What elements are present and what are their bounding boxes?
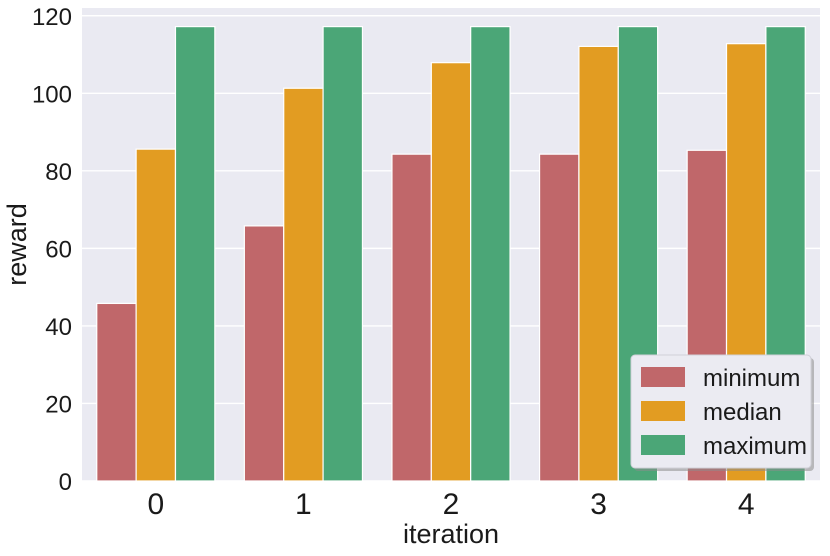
x-tick-label: 4 (738, 488, 755, 521)
bar-maximum-0 (174, 26, 216, 482)
x-axis-label: iteration (403, 519, 499, 549)
x-tick-label: 0 (147, 488, 164, 521)
y-axis-label: reward (2, 203, 32, 286)
y-tick-labels: 0 20 40 60 80 100 120 (32, 4, 72, 496)
bar-median-2 (430, 62, 472, 482)
x-tick-label: 3 (590, 488, 607, 521)
legend: minimum median maximum (630, 354, 814, 471)
legend-swatch-minimum (641, 367, 685, 387)
y-tick-label: 40 (45, 314, 72, 341)
legend-label-maximum: maximum (703, 433, 807, 460)
bars-group (96, 26, 806, 482)
bar-minimum-3 (538, 153, 580, 482)
legend-swatch-maximum (641, 435, 685, 455)
legend-label-median: median (703, 399, 782, 426)
bar-minimum-1 (243, 225, 285, 482)
bar-maximum-1 (322, 26, 364, 482)
bar-minimum-2 (391, 153, 432, 482)
legend-label-minimum: minimum (703, 365, 800, 392)
y-tick-label: 20 (45, 391, 72, 418)
x-tick-labels: 0 1 2 3 4 (147, 488, 754, 521)
bar-median-1 (283, 87, 324, 482)
y-tick-label: 0 (59, 469, 72, 496)
y-tick-label: 80 (45, 159, 72, 186)
bar-median-3 (578, 45, 619, 482)
bar-maximum-2 (470, 26, 511, 482)
bar-minimum-0 (96, 302, 137, 482)
y-tick-label: 120 (32, 4, 72, 31)
y-tick-label: 100 (32, 81, 72, 108)
x-tick-label: 2 (443, 488, 460, 521)
x-tick-label: 1 (295, 488, 312, 521)
bar-median-0 (135, 148, 177, 482)
legend-swatch-median (641, 401, 685, 421)
y-tick-label: 60 (45, 236, 72, 263)
